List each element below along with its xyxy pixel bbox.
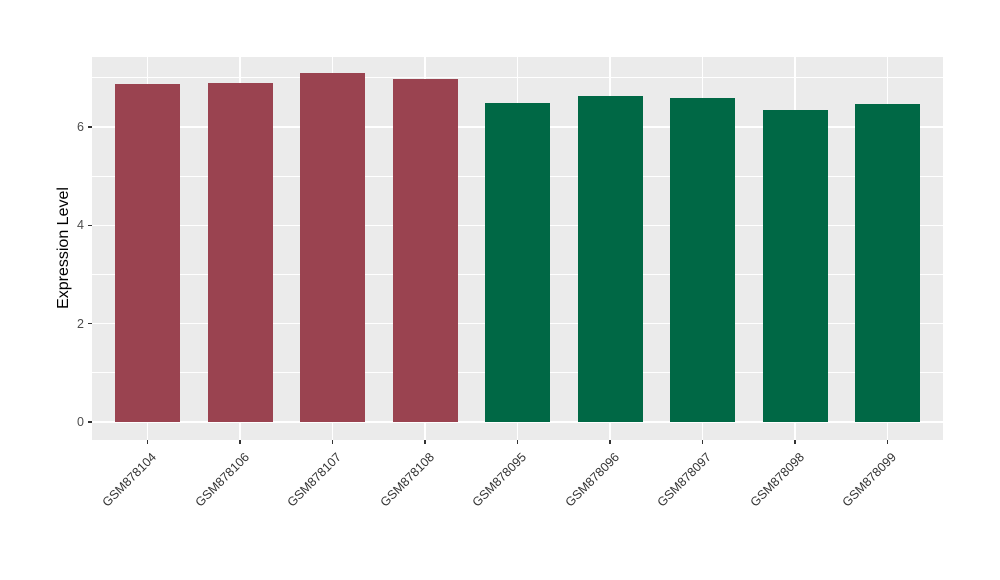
x-tick — [331, 440, 334, 444]
x-tick — [886, 440, 889, 444]
y-tick-label: 6 — [77, 119, 84, 134]
y-axis-title: Expression Level — [55, 187, 72, 309]
plot-panel — [92, 57, 943, 440]
bar — [207, 82, 273, 422]
x-tick — [146, 440, 149, 444]
x-tick-label: GSM878106 — [192, 450, 252, 510]
bar — [855, 104, 920, 422]
bar — [115, 83, 180, 422]
x-tick — [701, 440, 704, 444]
bar — [300, 73, 365, 422]
x-tick-label: GSM878099 — [839, 450, 900, 510]
x-tick-label: GSM878095 — [469, 450, 530, 510]
y-tick-label: 4 — [77, 218, 84, 233]
x-tick — [516, 440, 519, 444]
x-tick-label: GSM878104 — [99, 450, 160, 510]
x-tick — [239, 440, 241, 444]
x-tick — [609, 440, 611, 444]
x-tick-label: GSM878097 — [654, 450, 715, 510]
y-tick — [88, 421, 92, 423]
bar — [670, 98, 735, 422]
x-tick-label: GSM878107 — [284, 450, 345, 510]
x-tick-label: GSM878108 — [377, 450, 437, 510]
y-tick — [88, 224, 92, 226]
y-tick — [88, 322, 92, 325]
y-tick-label: 0 — [77, 415, 84, 429]
x-tick — [424, 440, 426, 444]
x-tick-label: GSM878098 — [747, 450, 807, 510]
y-tick-label: 2 — [77, 316, 84, 331]
bar — [485, 103, 550, 422]
bar — [392, 78, 458, 422]
bar — [762, 109, 828, 422]
y-tick — [88, 126, 92, 128]
x-tick-label: GSM878096 — [562, 450, 622, 510]
bar — [577, 96, 643, 422]
x-tick — [794, 440, 796, 444]
